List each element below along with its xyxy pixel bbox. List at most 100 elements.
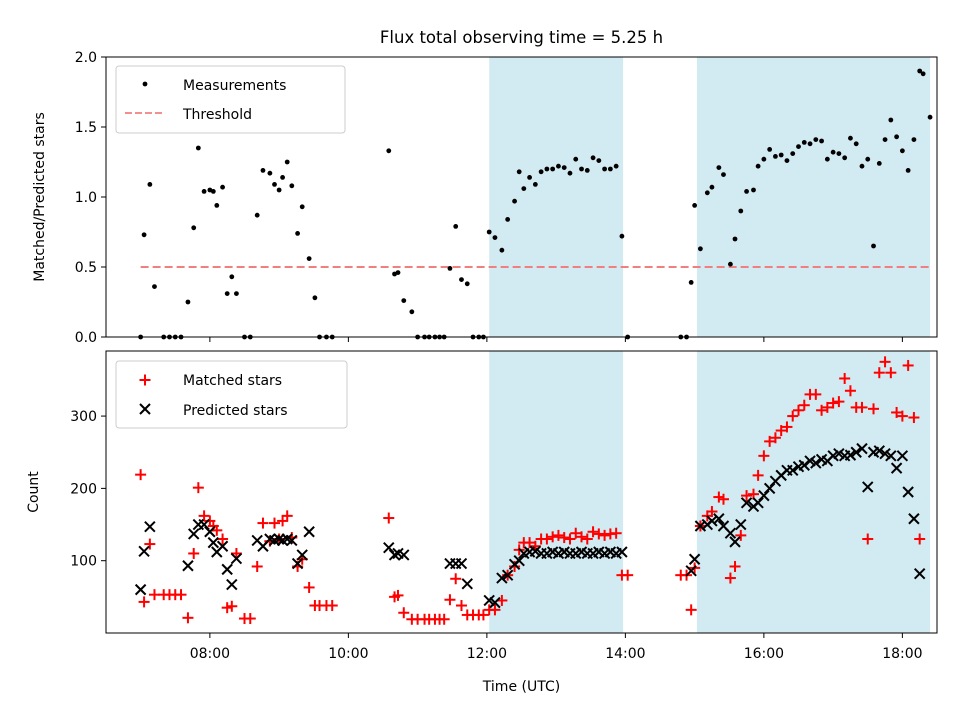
predicted-x-b — [286, 534, 298, 547]
predicted-x-b — [383, 541, 395, 554]
measurement-point — [716, 165, 722, 171]
predicted-star-point — [286, 534, 298, 547]
measurement-point — [751, 187, 756, 193]
predicted-x-b — [392, 547, 404, 560]
predicted-x-b — [207, 536, 220, 549]
bottom-y-axis-label: Count — [26, 471, 42, 513]
measurement-point — [602, 166, 607, 172]
predicted-star-point — [758, 489, 770, 502]
top-shaded-interval-1 — [696, 57, 931, 337]
measurement-point — [141, 232, 147, 238]
predicted-x-b — [862, 481, 874, 493]
matched-star-point — [856, 401, 868, 413]
matched-star-point — [622, 569, 634, 581]
predicted-x-b — [713, 513, 725, 525]
measurement-point — [532, 182, 538, 187]
predicted-star-point — [798, 459, 810, 471]
measurement-point — [386, 148, 392, 154]
predicted-x-b — [291, 557, 304, 570]
predicted-star-point — [850, 446, 862, 458]
legend-measurements-label: Measurements — [183, 78, 286, 94]
measurement-point — [459, 277, 464, 282]
predicted-x-b — [740, 497, 753, 509]
predicted-star-point — [207, 536, 220, 549]
predicted-x-b — [844, 449, 857, 461]
bottom-x-tick-label: 08:00 — [190, 646, 230, 662]
predicted-x-b — [833, 447, 845, 460]
matched-star-point — [729, 560, 741, 572]
predicted-x-b — [204, 526, 216, 538]
chart-title: Flux total observing time = 5.25 h — [380, 28, 663, 47]
predicted-star-point — [398, 549, 410, 561]
matched-star-point — [758, 450, 770, 462]
matched-star-point — [816, 404, 828, 416]
predicted-x-b — [885, 450, 897, 462]
predicted-star-point — [221, 563, 233, 576]
matched-star-point — [211, 524, 223, 536]
measurement-point — [544, 166, 550, 172]
predicted-x-b — [138, 545, 150, 557]
measurement-point — [728, 261, 733, 267]
matched-star-point — [477, 609, 489, 621]
predicted-star-point — [685, 565, 697, 577]
top-y-tick-label: 2.0 — [75, 50, 97, 66]
measurement-point — [567, 170, 573, 176]
predicted-x-b — [604, 546, 617, 558]
measurement-point — [464, 281, 470, 287]
matched-star-point — [564, 533, 576, 545]
matched-star-point — [182, 612, 194, 624]
matched-star-point — [593, 528, 605, 540]
predicted-x-b — [398, 549, 410, 561]
measurement-point — [888, 117, 894, 123]
predicted-star-point — [303, 526, 315, 538]
matched-star-point — [862, 533, 874, 545]
matched-star-point — [610, 527, 622, 539]
measurement-point — [492, 235, 498, 241]
predicted-x-b — [810, 457, 822, 469]
bottom-shaded-intervals — [489, 351, 931, 633]
matched-star-point — [752, 469, 764, 481]
measurement-point — [284, 159, 290, 165]
measurement-point — [499, 247, 505, 253]
measurement-point — [201, 189, 207, 194]
measurement-point — [830, 149, 836, 155]
matched-star-point — [547, 531, 559, 543]
matched-star-point — [775, 425, 787, 437]
predicted-x-b — [902, 486, 914, 498]
matched-star-point — [735, 529, 747, 541]
predicted-x-b — [221, 563, 233, 576]
bottom-y-tick-label: 300 — [70, 409, 97, 425]
legend-measurements-marker — [142, 81, 148, 87]
measurement-point — [853, 141, 859, 147]
predicted-star-point — [496, 572, 508, 584]
measurement-point — [527, 175, 532, 180]
predicted-x-b — [251, 534, 263, 547]
bottom-y-tick-label: 100 — [70, 554, 97, 570]
matched-star-point — [717, 493, 729, 505]
matched-star-point — [685, 604, 697, 616]
predicted-star-point — [873, 445, 885, 457]
predicted-x-b — [489, 596, 501, 609]
measurement-point — [755, 163, 761, 169]
measurement-point — [538, 169, 544, 175]
measurement-point — [590, 155, 596, 161]
measurement-point — [905, 168, 911, 173]
predicted-x-b — [264, 533, 276, 545]
matched-star-point — [576, 531, 588, 543]
matched-star-point — [281, 510, 293, 522]
measurement-point — [550, 166, 556, 172]
predicted-star-point — [787, 464, 799, 477]
predicted-x-b — [303, 526, 315, 538]
measurement-point — [801, 140, 807, 145]
matched-star-point — [148, 589, 160, 601]
measurement-point — [220, 184, 225, 190]
measurement-point — [579, 166, 584, 172]
predicted-star-point — [455, 557, 468, 570]
measurement-point — [596, 158, 602, 164]
predicted-x-b — [513, 554, 525, 567]
measurement-point — [512, 198, 517, 204]
predicted-star-point — [216, 540, 229, 552]
measurement-point — [738, 208, 744, 214]
bottom-x-tick-label: 18:00 — [882, 646, 922, 662]
